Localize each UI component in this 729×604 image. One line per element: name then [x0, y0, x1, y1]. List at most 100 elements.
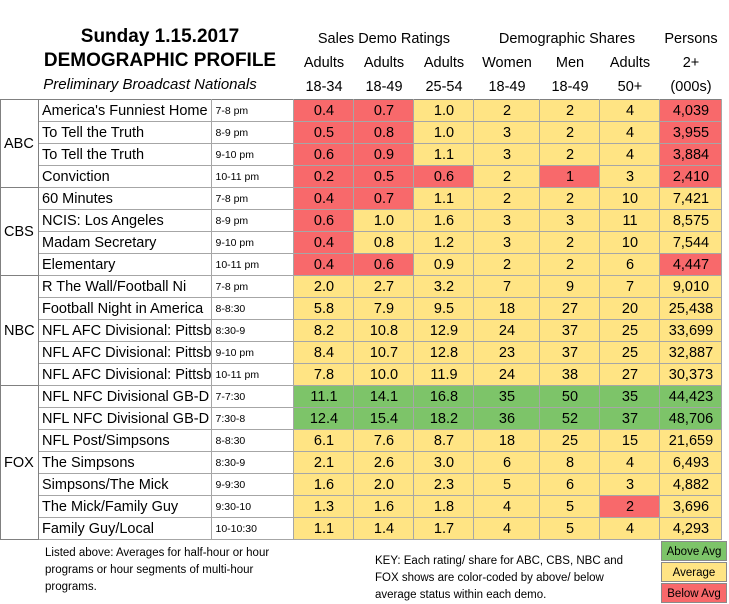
- table-row: FOX NFL NFC Divisional GB-D 7-7:30 11.1 14.1…: [0, 385, 723, 540]
- rating-cell: 6: [599, 253, 661, 276]
- rating-cell: 4: [599, 143, 661, 166]
- network-label: CBS: [0, 187, 39, 276]
- column-label: 18-49: [365, 79, 403, 95]
- rating-cell: 7.6: [353, 429, 415, 452]
- rating-cell: 0.6: [293, 143, 355, 166]
- rating-cell: 11.9: [413, 363, 475, 386]
- rating-cell: 2: [539, 143, 601, 166]
- rating-cell: 27: [539, 297, 601, 320]
- rating-cell: 11: [599, 209, 661, 232]
- table-row: ABC America's Funniest Home 7-8 pm 0.4 0.7 1.…: [0, 99, 723, 188]
- rating-cell: 2: [473, 99, 541, 122]
- rating-cell: 7: [599, 275, 661, 298]
- rating-cell: 6: [539, 473, 601, 496]
- rating-cell: 2: [599, 495, 661, 518]
- rating-cell: 35: [599, 385, 661, 408]
- rating-cell: 25: [599, 341, 661, 364]
- table-row: CBS 60 Minutes 7-8 pm 0.4 0.7 1.1 2 2 10 7,421: [0, 187, 723, 276]
- rating-cell: 3: [473, 143, 541, 166]
- rating-cell: 2,410: [659, 165, 723, 188]
- network-label: NBC: [0, 275, 39, 386]
- page-title: DEMOGRAPHIC PROFILE: [43, 50, 277, 71]
- rating-cell: 14.1: [353, 385, 415, 408]
- rating-cell: 1.0: [353, 209, 415, 232]
- rating-cell: 7.8: [293, 363, 355, 386]
- rating-cell: 8: [539, 451, 601, 474]
- page-subtitle: Preliminary Broadcast Nationals: [43, 76, 257, 93]
- rating-cell: 4: [599, 451, 661, 474]
- time-slot: 8:30-9: [211, 319, 295, 342]
- rating-cell: 0.4: [293, 231, 355, 254]
- rating-cell: 1.1: [413, 143, 475, 166]
- rating-cell: 10.0: [353, 363, 415, 386]
- network-label: ABC: [0, 99, 39, 188]
- column-label: Adults: [423, 55, 465, 71]
- color-key-text: KEY: Each rating/ share for ABC, CBS, NB…: [375, 555, 624, 601]
- rating-cell: 6,493: [659, 451, 723, 474]
- show-name: NFL AFC Divisional: Pittsb: [37, 363, 213, 386]
- column-label: 25-54: [425, 79, 463, 95]
- header-row-groups: Sales Demo Ratings Demographic Shares Pers…: [1, 27, 722, 51]
- rating-cell: 7: [473, 275, 541, 298]
- table-row: Elementary 10-11 pm 0.4 0.6 0.9 2 2 6 4,447: [1, 253, 723, 276]
- rating-cell: 24: [473, 363, 541, 386]
- rating-cell: 10.7: [353, 341, 415, 364]
- header-row-3: 18-34 18-49 25-54 18-49 18-49 50+ (000s): [1, 75, 722, 100]
- rating-cell: 10.8: [353, 319, 415, 342]
- column-label: 18-34: [305, 79, 343, 95]
- rating-cell: 3.0: [413, 451, 475, 474]
- rating-cell: 37: [599, 407, 661, 430]
- rating-cell: 24: [473, 319, 541, 342]
- show-name: 60 Minutes: [37, 187, 213, 210]
- rating-cell: 9,010: [659, 275, 723, 298]
- rating-cell: 7.9: [353, 297, 415, 320]
- show-name: Conviction: [37, 165, 213, 188]
- table-row: NFL AFC Divisional: Pittsb 8:30-9 8.2 10.8 1…: [1, 319, 723, 342]
- rating-cell: 2: [473, 253, 541, 276]
- page-title-date: Sunday 1.15.2017: [80, 26, 240, 47]
- rating-cell: 3,884: [659, 143, 723, 166]
- time-slot: 9-9:30: [211, 473, 295, 496]
- column-label: Adults: [609, 55, 651, 71]
- show-name: To Tell the Truth: [37, 143, 213, 166]
- header-blank: [1, 75, 294, 100]
- rating-cell: 33,699: [659, 319, 723, 342]
- column-label: Women: [482, 55, 532, 71]
- rating-cell: 4: [599, 121, 661, 144]
- rating-cell: 2: [473, 165, 541, 188]
- rating-cell: 8.7: [413, 429, 475, 452]
- rating-cell: 0.5: [293, 121, 355, 144]
- rating-cell: 32,887: [659, 341, 723, 364]
- rating-cell: 9.5: [413, 297, 475, 320]
- show-name: The Mick/Family Guy: [37, 495, 213, 518]
- table-row: NFL AFC Divisional: Pittsb 9-10 pm 8.4 10.7…: [1, 341, 723, 364]
- rating-cell: 25,438: [659, 297, 723, 320]
- time-slot: 7:30-8: [211, 407, 295, 430]
- rating-cell: 10: [599, 187, 661, 210]
- rating-cell: 3: [473, 121, 541, 144]
- rating-cell: 2: [539, 253, 601, 276]
- column-label: (000s): [670, 79, 712, 95]
- rating-cell: 0.4: [293, 99, 355, 122]
- time-slot: 10-11 pm: [211, 253, 295, 276]
- rating-cell: 15.4: [353, 407, 415, 430]
- rating-cell: 2: [539, 99, 601, 122]
- rating-cell: 6: [473, 451, 541, 474]
- rating-cell: 0.5: [353, 165, 415, 188]
- rating-cell: 3: [473, 231, 541, 254]
- group-header-demo-shares: Demographic Shares: [498, 31, 636, 47]
- rating-cell: 0.4: [293, 187, 355, 210]
- table-row: Football Night in America 8-8:30 5.8 7.9 9.5…: [1, 297, 723, 320]
- rating-cell: 3: [539, 209, 601, 232]
- time-slot: 10-11 pm: [211, 363, 295, 386]
- show-name: Madam Secretary: [37, 231, 213, 254]
- rating-cell: 1.2: [413, 231, 475, 254]
- rating-cell: 11.1: [293, 385, 355, 408]
- rating-cell: 15: [599, 429, 661, 452]
- rating-cell: 7,544: [659, 231, 723, 254]
- rating-cell: 6.1: [293, 429, 355, 452]
- rating-cell: 18: [473, 297, 541, 320]
- show-name: NCIS: Los Angeles: [37, 209, 213, 232]
- rating-cell: 0.6: [353, 253, 415, 276]
- rating-cell: 4,293: [659, 517, 723, 540]
